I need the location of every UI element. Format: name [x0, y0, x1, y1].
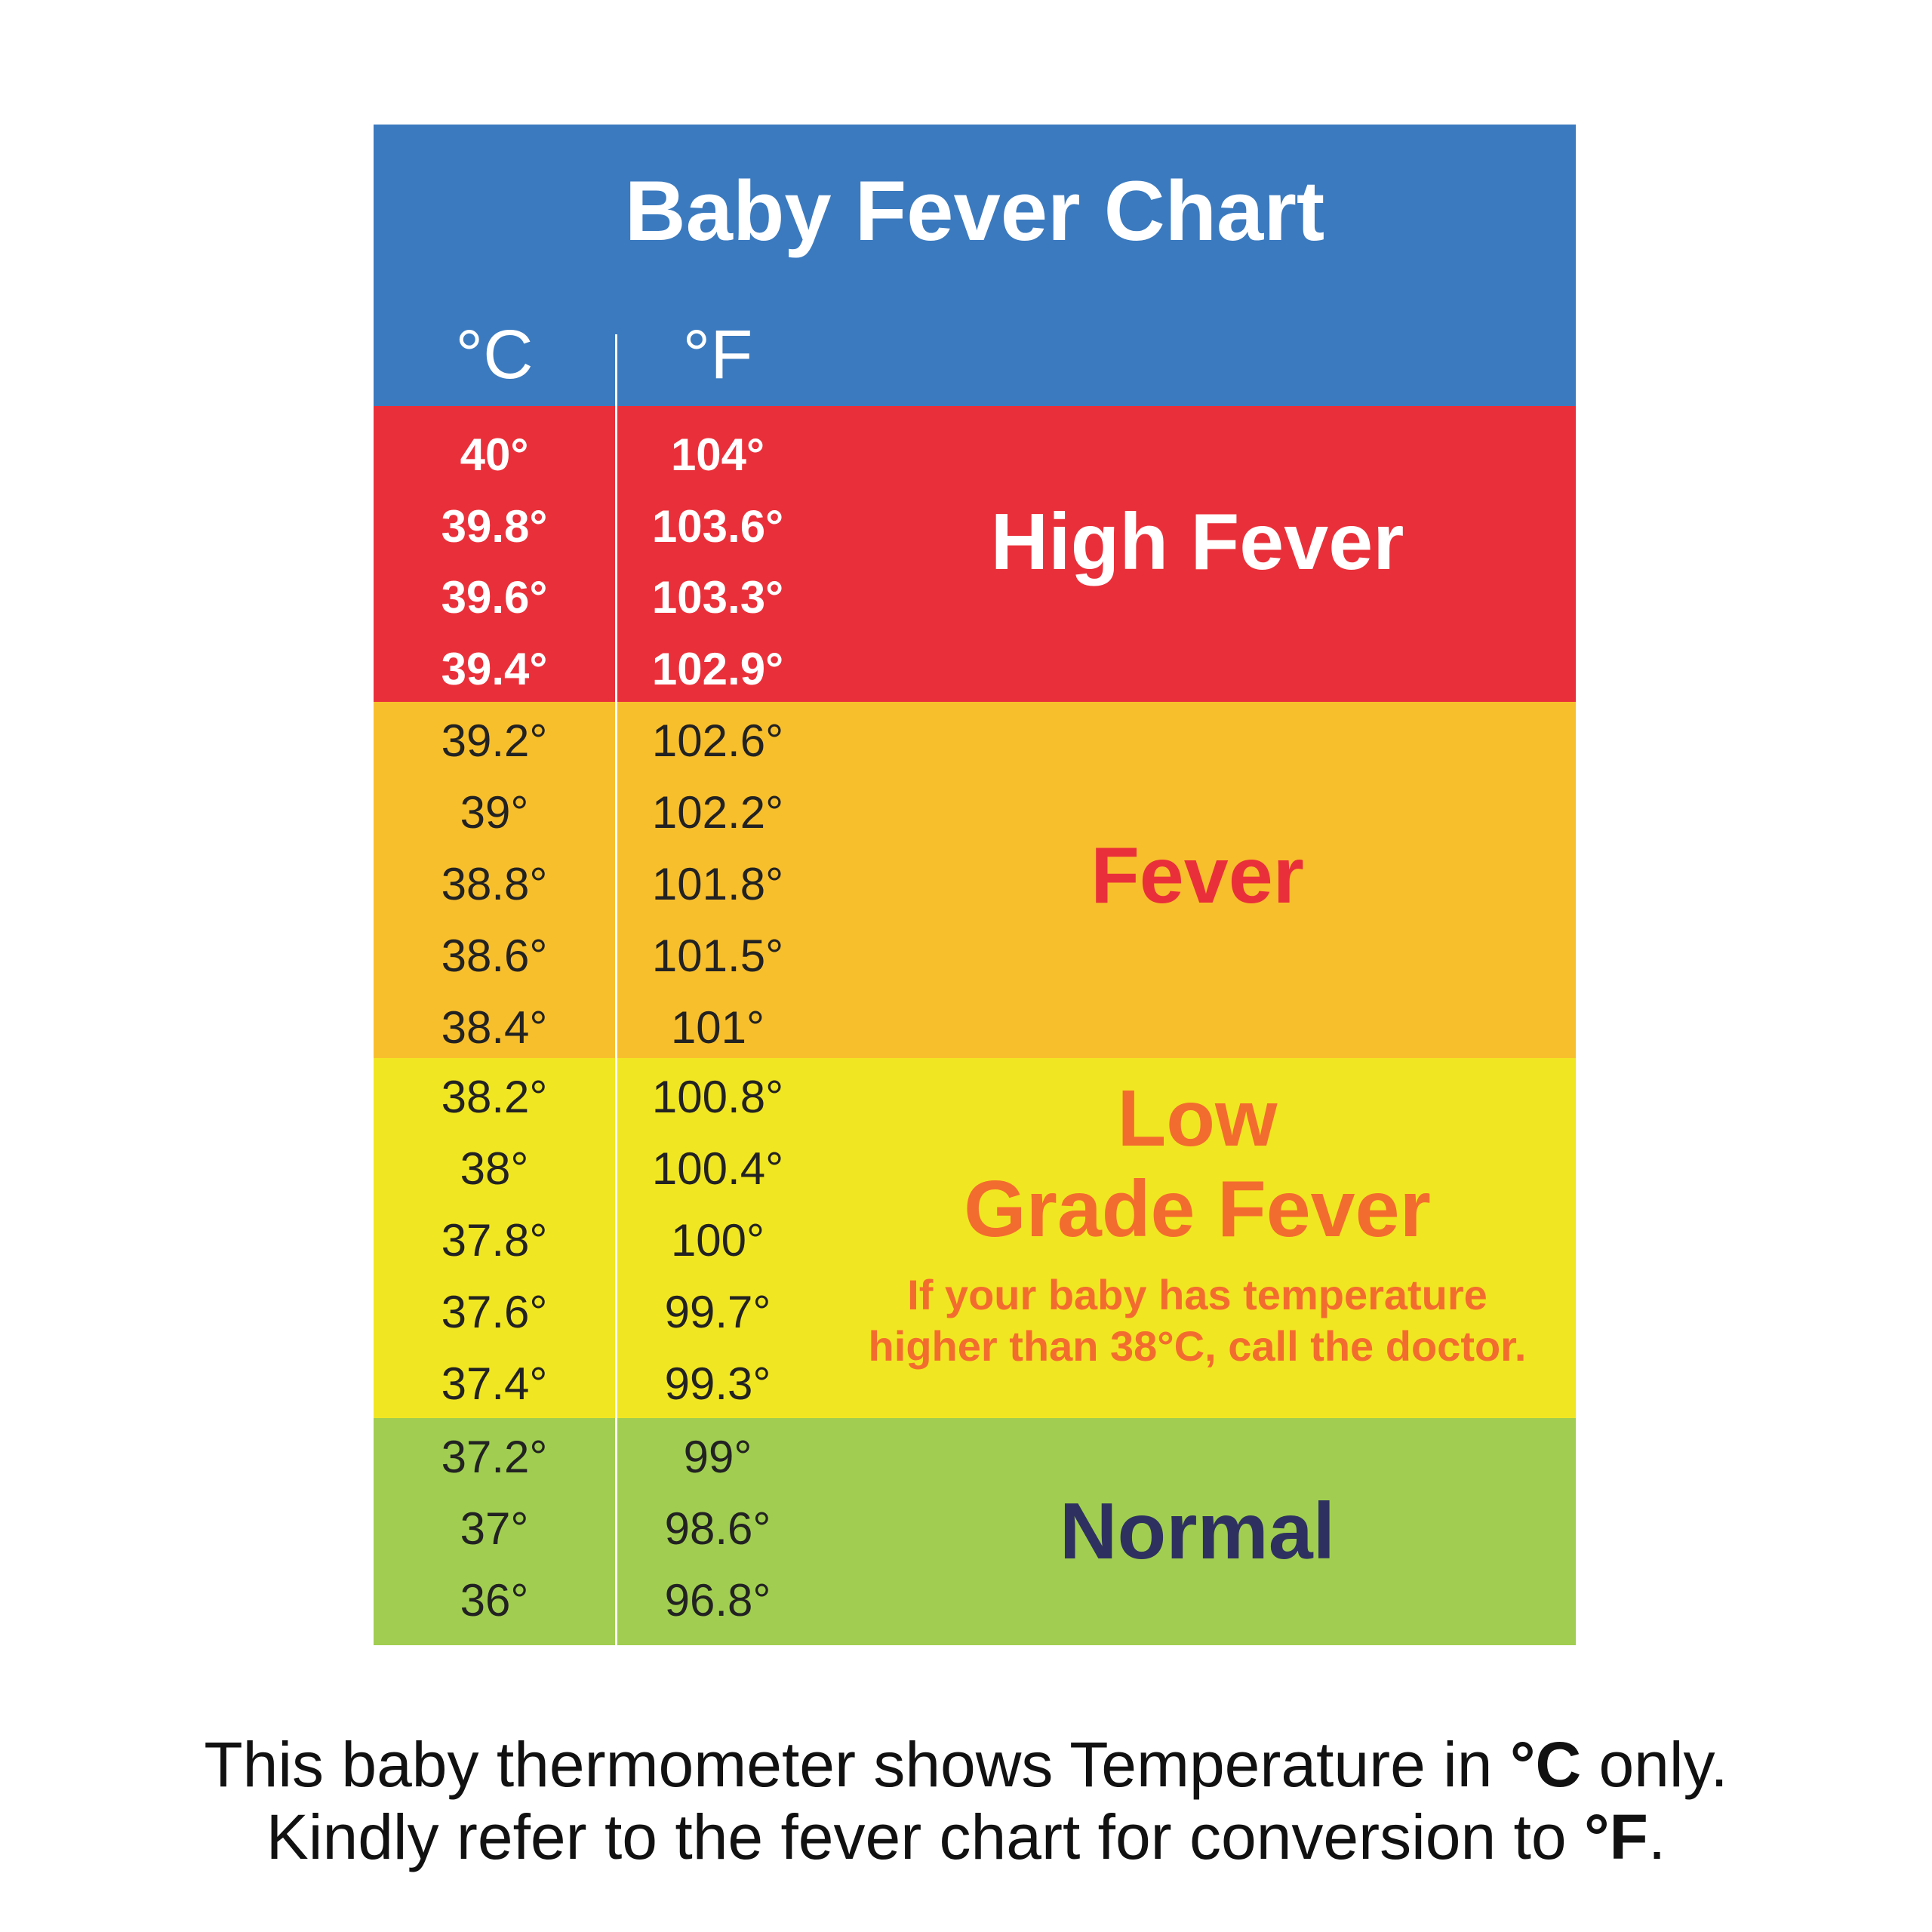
- footer-line1-celsius: °C: [1509, 1729, 1582, 1800]
- celsius-value: 38.6°: [441, 931, 548, 981]
- celsius-value: 38.2°: [441, 1072, 548, 1122]
- fahrenheit-value: 96.8°: [664, 1575, 771, 1626]
- fahrenheit-value: 103.3°: [651, 572, 784, 623]
- fahrenheit-value: 102.2°: [651, 787, 784, 838]
- column-divider: [615, 334, 617, 1645]
- normal-label: Normal: [1059, 1487, 1336, 1576]
- high-fever-label: High Fever: [990, 497, 1404, 586]
- fahrenheit-value: 104°: [670, 429, 765, 480]
- fahrenheit-value: 103.6°: [651, 501, 784, 552]
- celsius-value: 38°: [460, 1143, 529, 1194]
- footer-line-1: This baby thermometer shows Temperature …: [0, 1728, 1932, 1801]
- fever-band: 39.2° 102.6° 39° 102.2° 38.8° 101.8° 38.…: [374, 702, 1576, 1058]
- footer-line2-text-c: .: [1647, 1801, 1666, 1872]
- low-grade-label-line1: Low: [1117, 1074, 1278, 1163]
- fahrenheit-value: 102.6°: [651, 715, 784, 766]
- fever-label: Fever: [1091, 831, 1304, 920]
- celsius-value: 40°: [460, 429, 529, 480]
- celsius-value: 37.4°: [441, 1358, 548, 1409]
- fahrenheit-value: 98.6°: [664, 1503, 771, 1554]
- celsius-value: 39.4°: [441, 644, 548, 694]
- header-band: Baby Fever Chart °C °F: [374, 125, 1576, 406]
- footer-note: This baby thermometer shows Temperature …: [0, 1728, 1932, 1873]
- celsius-value: 37.6°: [441, 1287, 548, 1337]
- fahrenheit-value: 99.3°: [664, 1358, 771, 1409]
- high-fever-band: 40° 104° 39.8° 103.6° 39.6° 103.3° 39.4°…: [374, 406, 1576, 702]
- fahrenheit-value: 101.8°: [651, 859, 784, 909]
- normal-band: 37.2° 99° 37° 98.6° 36° 96.8° Normal: [374, 1418, 1576, 1645]
- celsius-value: 36°: [460, 1575, 529, 1626]
- celsius-value: 37.2°: [441, 1432, 548, 1482]
- low-grade-fever-band: 38.2° 100.8° 38° 100.4° 37.8° 100° 37.6°…: [374, 1058, 1576, 1418]
- chart-title: Baby Fever Chart: [624, 164, 1325, 258]
- celsius-value: 39.2°: [441, 715, 548, 766]
- celsius-value: 37.8°: [441, 1215, 548, 1266]
- footer-line2-text-a: Kindly refer to the fever chart for conv…: [266, 1801, 1584, 1872]
- celsius-value: 38.8°: [441, 859, 548, 909]
- fahrenheit-value: 101°: [670, 1002, 765, 1053]
- low-grade-label-line2: Grade Fever: [964, 1164, 1431, 1254]
- celsius-value: 39.6°: [441, 572, 548, 623]
- doctor-note-line1: If your baby has temperature: [907, 1271, 1487, 1318]
- celsius-value: 37°: [460, 1503, 529, 1554]
- celsius-column-header: °C: [455, 316, 534, 393]
- doctor-note-line2: higher than 38°C, call the doctor.: [868, 1322, 1527, 1370]
- fahrenheit-value: 100°: [670, 1215, 765, 1266]
- footer-line1-text-c: only.: [1581, 1729, 1728, 1800]
- footer-line-2: Kindly refer to the fever chart for conv…: [0, 1801, 1932, 1873]
- celsius-value: 38.4°: [441, 1002, 548, 1053]
- celsius-value: 39.8°: [441, 501, 548, 552]
- fahrenheit-value: 100.8°: [651, 1072, 784, 1122]
- fahrenheit-value: 99.7°: [664, 1287, 771, 1337]
- fahrenheit-value: 102.9°: [651, 644, 784, 694]
- fahrenheit-value: 99°: [683, 1432, 752, 1482]
- fahrenheit-value: 100.4°: [651, 1143, 784, 1194]
- footer-line1-text-a: This baby thermometer shows Temperature …: [204, 1729, 1510, 1800]
- celsius-value: 39°: [460, 787, 529, 838]
- fahrenheit-value: 101.5°: [651, 931, 784, 981]
- footer-line2-fahrenheit: °F: [1583, 1801, 1648, 1872]
- fever-chart: Baby Fever Chart °C °F 40° 104° 39.8° 10…: [374, 125, 1576, 1645]
- fahrenheit-column-header: °F: [682, 316, 753, 393]
